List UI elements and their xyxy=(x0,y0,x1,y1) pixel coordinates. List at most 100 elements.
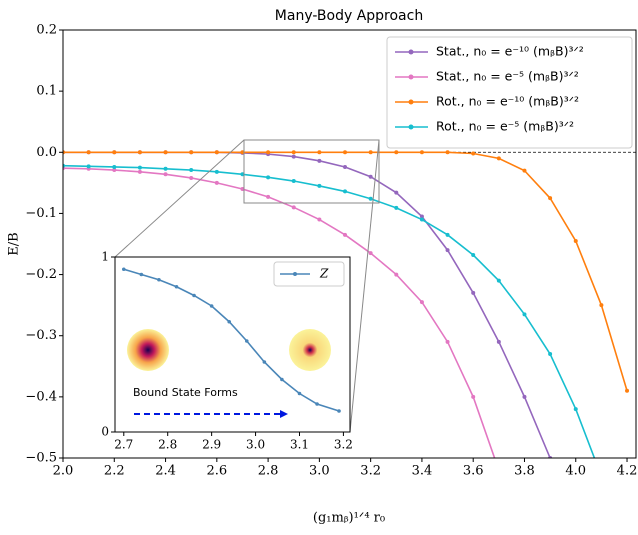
y-tick-label: −0.4 xyxy=(25,389,57,404)
data-point xyxy=(548,196,553,201)
data-point xyxy=(522,312,527,317)
zoom-connector xyxy=(114,139,245,258)
y-tick-label: −0.5 xyxy=(25,451,57,466)
data-point xyxy=(214,180,219,185)
y-tick-label: 0.1 xyxy=(36,84,57,99)
data-point xyxy=(291,179,296,184)
data-point xyxy=(419,217,424,222)
data-point xyxy=(317,183,322,188)
x-tick-label: 3.6 xyxy=(463,464,484,479)
data-point xyxy=(266,150,271,155)
series-line xyxy=(63,167,496,458)
legend-label: Stat., n₀ = e⁻⁵ (mᵦB)³ᐟ² xyxy=(436,69,579,84)
data-point xyxy=(137,150,142,155)
legend-marker xyxy=(408,99,414,105)
x-tick-label: 2.2 xyxy=(104,464,125,479)
data-point xyxy=(163,150,168,155)
data-point xyxy=(343,232,348,237)
state-image xyxy=(127,329,169,371)
x-tick-label: 3.4 xyxy=(412,464,433,479)
data-point xyxy=(266,194,271,199)
data-point xyxy=(496,339,501,344)
x-tick-label: 2.7 xyxy=(114,438,133,452)
data-point xyxy=(497,468,501,472)
data-point xyxy=(174,284,179,289)
arrow-head xyxy=(280,410,288,418)
data-point xyxy=(394,150,399,155)
legend-label: Z xyxy=(319,267,329,281)
data-point xyxy=(297,391,302,396)
chart-title: Many-Body Approach xyxy=(275,8,423,24)
data-point xyxy=(112,150,117,155)
data-point xyxy=(548,352,553,357)
x-tick-label: 2.0 xyxy=(53,464,74,479)
data-point xyxy=(189,150,194,155)
data-point xyxy=(137,169,142,174)
data-point xyxy=(394,190,399,195)
data-point xyxy=(573,238,578,243)
data-point xyxy=(112,164,117,169)
legend-label: Rot., n₀ = e⁻¹⁰ (mᵦB)³ᐟ² xyxy=(436,94,579,109)
data-point xyxy=(337,409,341,413)
x-tick-label: 3.0 xyxy=(309,464,330,479)
zoom-connector xyxy=(349,139,380,433)
x-tick-label: 2.8 xyxy=(258,464,279,479)
x-tick-label: 3.8 xyxy=(514,464,535,479)
data-point xyxy=(343,189,348,194)
data-point xyxy=(368,150,373,155)
data-point xyxy=(343,150,348,155)
data-point xyxy=(157,277,161,282)
data-point xyxy=(471,290,476,295)
data-point xyxy=(471,253,476,258)
x-tick-label: 2.8 xyxy=(158,438,177,452)
data-point xyxy=(86,150,91,155)
data-point xyxy=(240,150,245,155)
legend-marker xyxy=(408,74,414,80)
data-point xyxy=(343,164,348,169)
data-point xyxy=(214,169,219,174)
zoom-box xyxy=(243,139,380,204)
x-tick-label: 3.2 xyxy=(334,438,353,452)
y-tick-label: 0 xyxy=(101,425,109,439)
data-point xyxy=(315,402,319,406)
x-tick-label: 4.2 xyxy=(617,464,638,479)
legend xyxy=(386,36,633,149)
y-tick-label: −0.2 xyxy=(25,267,57,282)
data-point xyxy=(240,172,245,177)
x-tick-label: 2.9 xyxy=(202,438,221,452)
y-tick-label: 0.0 xyxy=(36,145,57,160)
data-point xyxy=(368,251,373,256)
data-point xyxy=(471,394,476,399)
data-point xyxy=(368,174,373,179)
data-point xyxy=(137,165,142,170)
data-point xyxy=(139,272,144,277)
series-line xyxy=(63,164,596,458)
data-point xyxy=(445,150,450,155)
data-point xyxy=(112,168,117,173)
data-point xyxy=(317,150,322,155)
annotation: Bound State Forms xyxy=(133,386,238,399)
data-point xyxy=(240,186,245,191)
data-point xyxy=(394,272,399,277)
data-point xyxy=(121,267,126,272)
data-point xyxy=(262,360,267,364)
data-point xyxy=(214,150,219,155)
data-point xyxy=(317,158,322,163)
data-point xyxy=(266,175,271,180)
data-point xyxy=(291,150,296,155)
y-tick-label: −0.3 xyxy=(25,328,57,343)
data-point xyxy=(471,151,476,156)
data-point xyxy=(86,164,91,169)
data-point xyxy=(445,248,450,253)
data-point xyxy=(317,217,322,222)
data-point xyxy=(625,388,630,393)
data-point xyxy=(522,394,527,399)
data-point xyxy=(227,319,232,324)
x-tick-label: 3.0 xyxy=(246,438,265,452)
legend-marker xyxy=(408,124,414,130)
data-point xyxy=(163,166,168,171)
y-tick-label: 1 xyxy=(101,250,109,264)
data-point xyxy=(419,214,424,219)
data-point xyxy=(599,303,604,308)
data-point xyxy=(291,205,296,210)
